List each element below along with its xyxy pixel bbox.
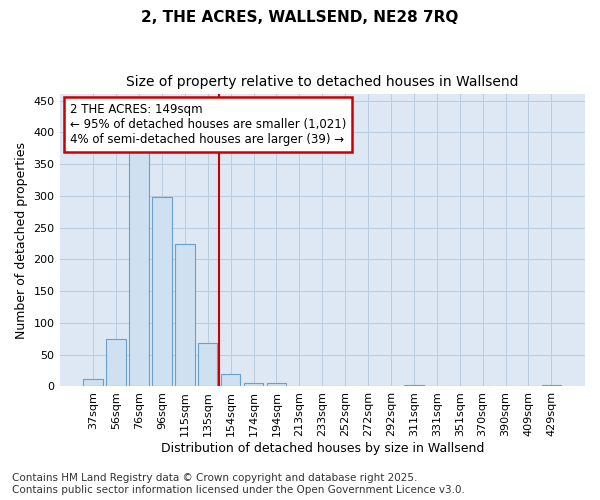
Bar [129, 148, 149, 386]
X-axis label: Distribution of detached houses by size in Wallsend: Distribution of detached houses by size … [161, 442, 484, 455]
Y-axis label: Number of detached properties: Number of detached properties [15, 142, 28, 339]
Bar [221, 374, 241, 386]
Bar [152, 197, 172, 386]
Text: 2, THE ACRES, WALLSEND, NE28 7RQ: 2, THE ACRES, WALLSEND, NE28 7RQ [142, 10, 458, 25]
Title: Size of property relative to detached houses in Wallsend: Size of property relative to detached ho… [126, 75, 518, 89]
Bar [542, 384, 561, 386]
Bar [175, 244, 194, 386]
Bar [267, 384, 286, 386]
Bar [106, 340, 126, 386]
Text: 2 THE ACRES: 149sqm
← 95% of detached houses are smaller (1,021)
4% of semi-deta: 2 THE ACRES: 149sqm ← 95% of detached ho… [70, 103, 346, 146]
Bar [83, 379, 103, 386]
Bar [244, 382, 263, 386]
Bar [198, 344, 217, 386]
Text: Contains HM Land Registry data © Crown copyright and database right 2025.
Contai: Contains HM Land Registry data © Crown c… [12, 474, 465, 495]
Bar [404, 384, 424, 386]
